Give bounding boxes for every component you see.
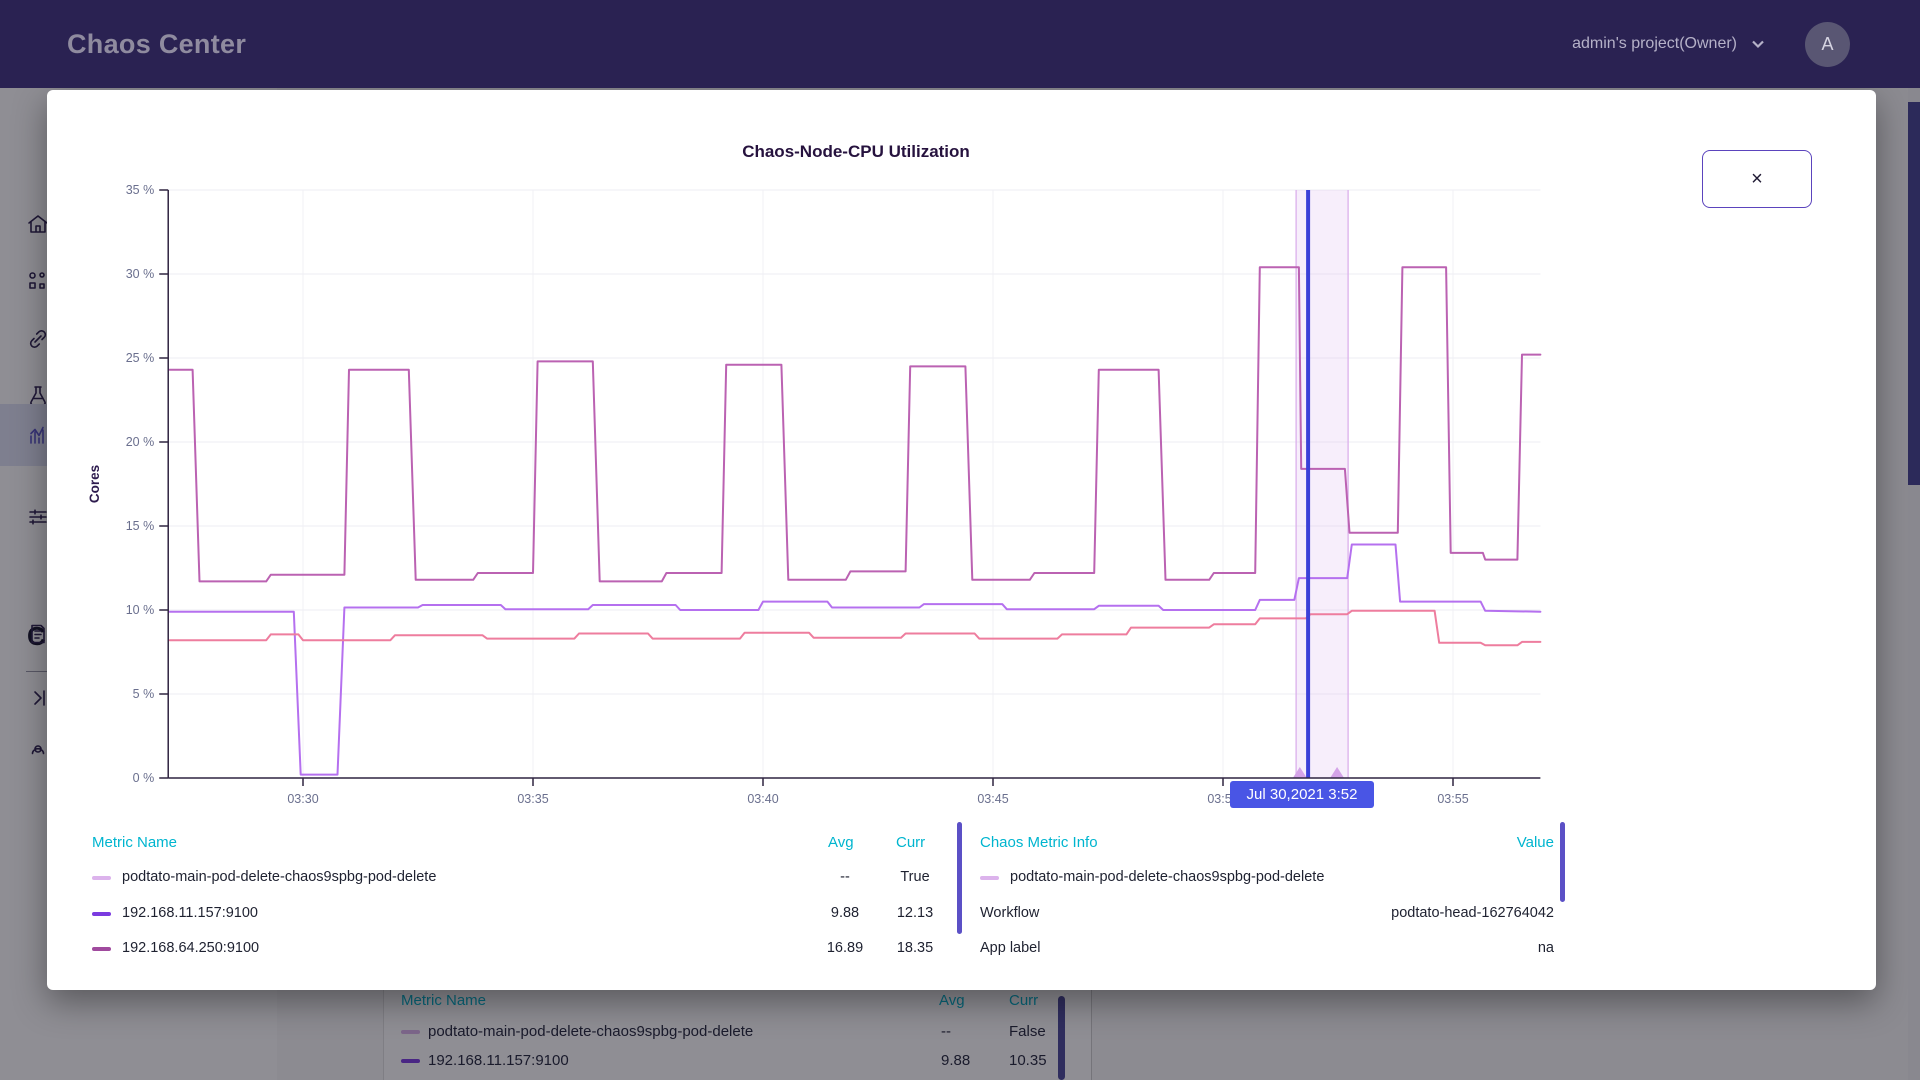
- agents-icon: [26, 327, 50, 351]
- y-tick-label: 10 %: [126, 603, 155, 617]
- metric-curr: 10.35: [1009, 1052, 1047, 1069]
- page-scrollbar-thumb[interactable]: [1908, 102, 1920, 485]
- metric-curr: True: [900, 869, 930, 885]
- chaos-event-marker: [1292, 767, 1307, 778]
- sidebar-item-collapse[interactable]: [0, 670, 277, 726]
- page-scrollbar-track[interactable]: [1908, 88, 1920, 1080]
- chaos-info-label: podtato-main-pod-delete-chaos9spbg-pod-d…: [1010, 869, 1325, 885]
- sidebar-item-docs[interactable]: [0, 606, 277, 662]
- metric-name: 192.168.11.157:9100: [122, 905, 259, 921]
- metric-avg: 9.88: [941, 1052, 971, 1069]
- chaos-event-band: [1296, 190, 1349, 778]
- metric-curr: 18.35: [896, 940, 934, 956]
- legend-right-scrollbar[interactable]: [1560, 822, 1565, 902]
- x-tick-label: 03:40: [747, 792, 778, 806]
- settings-icon: [26, 505, 50, 529]
- background-col-curr: Curr: [1009, 992, 1039, 1009]
- app-title: Chaos Center: [67, 29, 247, 59]
- top-header: Chaos Center admin's project(Owner) A: [0, 0, 1920, 88]
- metric-avg: 16.89: [826, 940, 864, 956]
- series-swatch: [980, 876, 999, 880]
- chart-title: Chaos-Node-CPU Utilization: [742, 142, 970, 161]
- chaos-event-marker: [1330, 767, 1345, 778]
- sidebar-divider: [26, 671, 60, 672]
- y-axis-title: Cores: [87, 465, 102, 503]
- metric-curr: 12.13: [896, 905, 934, 921]
- series-swatch: [92, 947, 111, 951]
- community-icon: [26, 734, 50, 758]
- avatar[interactable]: A: [1805, 21, 1850, 67]
- chevron-down-icon: [1752, 40, 1764, 49]
- y-tick-label: 20 %: [126, 435, 155, 449]
- docs-icon: [26, 622, 50, 646]
- y-tick-label: 0 %: [133, 771, 155, 785]
- series-swatch: [401, 1030, 420, 1034]
- background-table-row: podtato-main-pod-delete-chaos9spbg-pod-d…: [401, 1023, 1061, 1043]
- workflows-icon: [26, 269, 50, 293]
- col-value: Value: [1516, 834, 1554, 851]
- col-chaos-metric-info: Chaos Metric Info: [980, 834, 1098, 851]
- y-tick-label: 5 %: [133, 687, 155, 701]
- chaos-info-label: Workflow: [980, 905, 1040, 921]
- sidebar-item-settings[interactable]: [0, 489, 277, 545]
- project-label: admin's project(Owner): [1572, 35, 1737, 52]
- metric-name: podtato-main-pod-delete-chaos9spbg-pod-d…: [428, 1023, 754, 1040]
- col-curr: Curr: [896, 834, 926, 851]
- sidebar-item-workflows[interactable]: [0, 253, 277, 309]
- metric-name: 192.168.11.157:9100: [428, 1052, 569, 1069]
- series-swatch: [401, 1059, 420, 1063]
- sidebar-item-community[interactable]: [0, 718, 277, 774]
- metric-curr: False: [1009, 1023, 1046, 1040]
- background-col-metric-name: Metric Name: [401, 992, 487, 1009]
- home-icon: [26, 212, 50, 236]
- chart-modal: × Chaos-Node-CPU Utilization 0 % 5 % 10 % 1…: [47, 90, 1876, 990]
- y-tick-label: 25 %: [126, 351, 155, 365]
- collapse-icon: [26, 686, 50, 710]
- x-tick-label: 03:55: [1437, 792, 1468, 806]
- metric-name: podtato-main-pod-delete-chaos9spbg-pod-d…: [122, 869, 437, 885]
- col-metric-name: Metric Name: [92, 834, 178, 851]
- x-tick-label: 03:35: [517, 792, 548, 806]
- series-line: [168, 543, 1542, 776]
- sidebar-item-home[interactable]: [0, 196, 277, 252]
- y-tick-label: 35 %: [126, 183, 155, 197]
- y-tick-label: 30 %: [126, 267, 155, 281]
- close-button[interactable]: ×: [1702, 150, 1812, 208]
- sidebar-item-agents[interactable]: [0, 311, 277, 367]
- col-avg: Avg: [828, 834, 854, 851]
- metric-avg: --: [840, 869, 850, 885]
- chaos-info-value: na: [1537, 940, 1554, 956]
- y-tick-label: 15 %: [126, 519, 155, 533]
- chaos-info-label: App label: [980, 940, 1041, 956]
- series-line: [168, 609, 1542, 647]
- metric-name: 192.168.64.250:9100: [122, 940, 260, 956]
- metric-avg: --: [941, 1023, 951, 1040]
- chart-tooltip: Jul 30,2021 3:52: [1230, 781, 1374, 808]
- series-swatch: [92, 912, 111, 916]
- series-line: [168, 266, 1542, 583]
- x-tick-label: 03:45: [977, 792, 1008, 806]
- cpu-utilization-chart: 0 % 5 % 10 % 15 % 20 % 25 % 30 % 35 % 03:30 03:35…: [87, 183, 1542, 806]
- chaos-info-value: podtato-head-162764042: [1391, 905, 1554, 921]
- legend-left-scrollbar[interactable]: [957, 822, 962, 934]
- metric-avg: 9.88: [830, 905, 860, 921]
- x-tick-label: 03:30: [287, 792, 318, 806]
- analytics-icon: [26, 423, 50, 447]
- project-switcher[interactable]: admin's project(Owner): [1572, 35, 1765, 53]
- series-swatch: [92, 876, 111, 880]
- background-col-avg: Avg: [939, 992, 965, 1009]
- background-table-scrollbar[interactable]: [1058, 996, 1065, 1080]
- background-table-row: 192.168.11.157:9100 9.88 10.35: [401, 1052, 1061, 1072]
